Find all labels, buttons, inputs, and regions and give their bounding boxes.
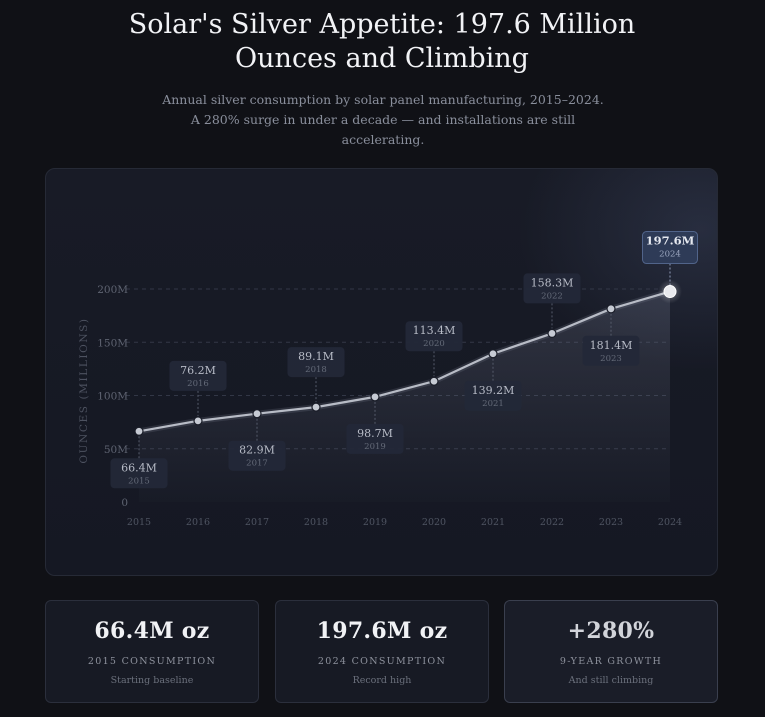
data-label-box xyxy=(169,360,227,391)
data-label: 76.2M xyxy=(180,364,216,377)
data-label-box xyxy=(287,347,345,378)
x-tick-label: 2017 xyxy=(245,517,269,528)
data-point-highlight xyxy=(663,285,677,299)
y-axis-label: OUNCES (MILLIONS) xyxy=(78,317,90,463)
x-tick-label: 2023 xyxy=(599,517,623,528)
x-tick-label: 2015 xyxy=(127,517,151,528)
x-tick-label: 2018 xyxy=(304,517,328,528)
data-label: 89.1M xyxy=(298,350,334,363)
data-label: 158.3M xyxy=(531,276,574,289)
label-layer: 66.4M 2015 76.2M 2016 82.9M 2017 89.1M 2018 98.7… xyxy=(110,231,698,489)
data-label-box xyxy=(464,380,522,411)
data-label-year: 2022 xyxy=(541,291,563,301)
data-label-box xyxy=(346,423,404,454)
stat-note: Starting baseline xyxy=(110,675,194,686)
y-tick-label: 0 xyxy=(121,497,128,509)
y-tick-label: 100M xyxy=(97,391,128,403)
data-label-year: 2023 xyxy=(600,354,622,364)
x-tick-label: 2024 xyxy=(658,517,682,528)
data-label-box xyxy=(110,458,168,489)
x-tick-label: 2020 xyxy=(422,517,446,528)
data-label-year: 2019 xyxy=(364,442,386,452)
data-label-box xyxy=(405,321,463,352)
data-label-year: 2016 xyxy=(187,379,209,389)
data-label-year: 2024 xyxy=(659,250,681,260)
data-label: 113.4M xyxy=(413,324,456,337)
stat-value: 197.6M oz xyxy=(316,618,448,644)
data-point xyxy=(370,392,380,402)
data-label: 98.7M xyxy=(357,427,393,440)
x-tick-label: 2019 xyxy=(363,517,387,528)
data-label: 181.4M xyxy=(590,339,633,352)
data-label: 82.9M xyxy=(239,444,275,457)
data-point xyxy=(311,402,321,412)
data-label-box xyxy=(582,335,640,366)
stat-note: Record high xyxy=(352,675,412,686)
stat-value: +280% xyxy=(567,618,655,644)
data-point xyxy=(134,426,144,436)
x-tick-label: 2016 xyxy=(186,517,210,528)
line-chart: 66.4M 2015 76.2M 2016 82.9M 2017 89.1M 2018 98.7… xyxy=(78,231,698,528)
stat-label: 2015 CONSUMPTION xyxy=(87,656,217,667)
data-label-box xyxy=(642,231,698,265)
y-tick-label: 50M xyxy=(104,444,128,456)
axis-layer: 0 50M 100M 150M 200M OUNCES (MILLIONS) 2015 201… xyxy=(78,284,682,528)
stat-card-2024: 197.6M oz 2024 CONSUMPTION Record high xyxy=(275,600,489,703)
data-point xyxy=(547,328,557,339)
data-label-year: 2017 xyxy=(246,459,268,469)
y-tick-label: 200M xyxy=(97,284,128,296)
area-fill xyxy=(139,291,670,502)
data-label-year: 2015 xyxy=(128,476,150,486)
y-tick-label: 150M xyxy=(97,337,128,349)
stat-value: 66.4M oz xyxy=(94,618,210,644)
data-label: 66.4M xyxy=(121,461,157,474)
data-label-box xyxy=(523,273,581,304)
data-label-box xyxy=(228,440,286,471)
data-label-year: 2021 xyxy=(482,399,504,409)
data-point xyxy=(252,409,262,419)
data-point xyxy=(488,349,498,359)
data-point xyxy=(429,376,439,386)
stat-card-2015: 66.4M oz 2015 CONSUMPTION Starting basel… xyxy=(45,600,259,703)
data-label: 139.2M xyxy=(472,384,515,397)
line-layer xyxy=(138,288,671,435)
point-layer xyxy=(134,279,682,436)
page-subtitle: Annual silver consumption by solar panel… xyxy=(162,92,604,147)
stat-card-growth: +280% 9-YEAR GROWTH And still climbing xyxy=(504,600,718,703)
data-point xyxy=(193,416,203,426)
page-title: Solar's Silver Appetite: 197.6 Million O… xyxy=(128,9,636,74)
stat-note: And still climbing xyxy=(568,675,654,686)
chart-card: 66.4M 2015 76.2M 2016 82.9M 2017 89.1M 2018 98.7… xyxy=(45,168,718,576)
area-layer xyxy=(139,291,670,502)
data-label-year: 2020 xyxy=(423,339,445,349)
data-label: 197.6M xyxy=(646,234,695,248)
data-point xyxy=(606,304,616,314)
x-tick-label: 2022 xyxy=(540,517,564,528)
stat-label: 9-YEAR GROWTH xyxy=(559,656,663,667)
stat-label: 2024 CONSUMPTION xyxy=(317,656,447,667)
series-line xyxy=(138,290,671,433)
data-label-year: 2018 xyxy=(305,365,327,375)
x-tick-label: 2021 xyxy=(481,517,505,528)
